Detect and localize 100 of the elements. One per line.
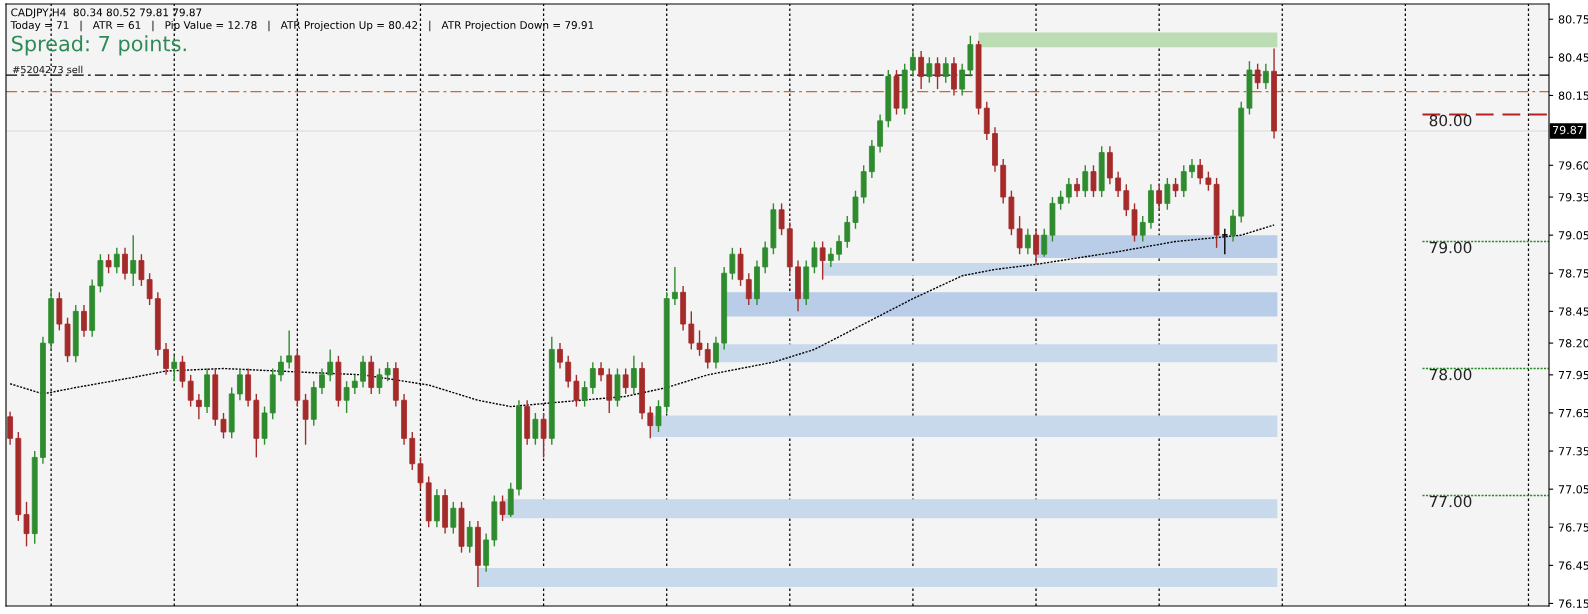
- chart-title: CADJPY,H4 80.34 80.52 79.81 79.87: [11, 8, 202, 19]
- candlestick: [1057, 190, 1064, 211]
- ref-line-label: 80.00: [1429, 114, 1472, 127]
- y-tick-label: 79.05: [1558, 231, 1588, 240]
- candlestick: [122, 247, 128, 281]
- candlestick: [672, 266, 678, 306]
- y-tick-label: 80.15: [1558, 91, 1588, 100]
- candlestick: [384, 361, 391, 382]
- candlestick: [1189, 158, 1195, 179]
- candlestick: [343, 380, 350, 414]
- candlestick: [532, 412, 539, 446]
- candlestick: [466, 520, 473, 554]
- candlestick: [1016, 215, 1023, 255]
- candlestick: [1065, 177, 1072, 205]
- y-tick-label: 78.45: [1558, 307, 1588, 316]
- y-tick-label: 77.05: [1558, 485, 1588, 494]
- candlestick: [1123, 183, 1130, 217]
- candlestick: [647, 405, 654, 440]
- annotation: Spread: 7 points.: [12, 35, 186, 56]
- candlestick: [655, 399, 662, 433]
- candlestick: [1041, 228, 1048, 258]
- ref-line-label: #5204273 sell: [12, 65, 83, 74]
- candlestick: [179, 355, 186, 389]
- candlestick: [598, 361, 604, 382]
- text: Today = 71 | ATR = 61 | Pip Value = 12.78 | ATR Projection Up = 80.42 | ATR Projection Down = 79.91: [10, 20, 594, 32]
- candlestick: [278, 355, 284, 382]
- candlestick: [1033, 228, 1039, 266]
- candlestick: [762, 240, 769, 274]
- candlestick: [319, 367, 325, 395]
- y-tick-label: 77.65: [1558, 408, 1588, 418]
- candlestick: [237, 367, 243, 401]
- candlestick: [450, 501, 457, 535]
- candlestick: [187, 374, 194, 408]
- candlestick: [376, 367, 383, 395]
- candlestick: [589, 361, 596, 395]
- candlestick: [7, 410, 13, 446]
- candlestick: [729, 247, 736, 281]
- candlestick: [844, 215, 851, 249]
- candlestick: [351, 374, 358, 395]
- ref-line-label: 77.00: [1429, 495, 1472, 508]
- candlestick: [557, 342, 563, 370]
- y-tick-label: 76.15: [1558, 599, 1588, 608]
- candlestick: [565, 355, 572, 389]
- candlestick: [1156, 183, 1163, 211]
- candlestick: [910, 50, 916, 78]
- candlestick: [1139, 215, 1146, 243]
- candlestick: [934, 56, 941, 90]
- candlestick: [622, 367, 629, 395]
- candlestick: [195, 393, 202, 420]
- y-tick-label: 77.35: [1558, 447, 1588, 456]
- candlestick: [163, 342, 169, 376]
- y-tick-label: 78.75: [1558, 269, 1588, 278]
- candlestick: [1197, 158, 1204, 186]
- candlestick: [327, 348, 334, 382]
- candlestick: [688, 310, 695, 351]
- candlestick: [1164, 177, 1171, 211]
- candlestick: [1024, 228, 1031, 255]
- candlestick: [81, 304, 87, 338]
- ref-line-label: 78.00: [1429, 368, 1472, 381]
- y-tick-label: 79.35: [1558, 193, 1588, 202]
- candlestick: [23, 501, 30, 548]
- candlestick: [704, 342, 711, 370]
- candlestick: [713, 336, 719, 370]
- candlestick: [819, 240, 826, 281]
- y-tick-label: 80.45: [1558, 53, 1588, 62]
- candlestick: [1074, 177, 1080, 198]
- candlestick: [302, 393, 309, 446]
- candlestick: [105, 253, 112, 274]
- candlestick: [540, 412, 547, 459]
- candlestick: [745, 272, 752, 306]
- candlestick: [1230, 209, 1236, 243]
- candlestick: [1180, 164, 1187, 198]
- candlestick: [1262, 62, 1269, 90]
- candlestick: [1082, 164, 1089, 198]
- candlestick: [286, 329, 293, 370]
- candlestick: [573, 374, 580, 408]
- candlestick: [220, 412, 227, 440]
- candlestick: [1090, 164, 1097, 198]
- candlestick: [630, 355, 637, 395]
- y-tick-label: 76.75: [1558, 523, 1588, 532]
- candlestick: [942, 56, 949, 84]
- candlestick: [1115, 170, 1121, 198]
- y-tick-label: 77.95: [1558, 370, 1588, 380]
- ref-line-label: 79.00: [1429, 241, 1472, 254]
- candlestick: [1254, 62, 1261, 90]
- candlestick: [811, 240, 818, 274]
- ref-line-label: 79.87: [1553, 125, 1583, 135]
- candlestick: [1172, 177, 1179, 198]
- candlestick: [696, 329, 703, 357]
- candlestick: [1221, 228, 1228, 255]
- candlestick: [130, 234, 137, 287]
- candlestick: [138, 253, 145, 287]
- candlestick: [827, 247, 834, 268]
- candlestick: [926, 56, 933, 84]
- y-tick-label: 80.75: [1558, 15, 1588, 24]
- candlestick: [918, 50, 925, 90]
- candlestick: [581, 380, 588, 408]
- candlestick: [146, 272, 153, 306]
- candlestick: [499, 494, 506, 522]
- candlestick: [778, 202, 785, 236]
